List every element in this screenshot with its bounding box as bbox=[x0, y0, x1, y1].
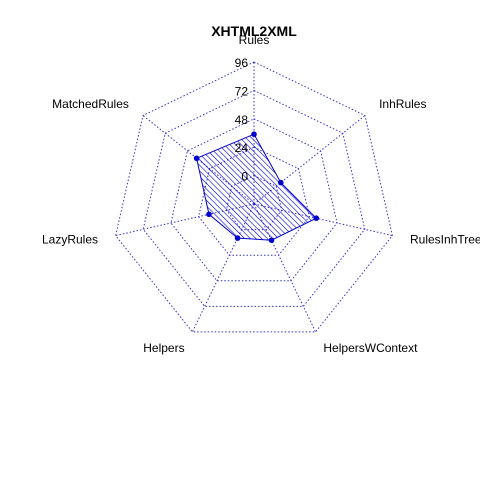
axis-label-helperswcontext: HelpersWContext bbox=[323, 341, 418, 355]
axis-label-rules: Rules bbox=[239, 33, 270, 47]
data-point-matchedrules bbox=[193, 155, 200, 162]
radial-tick-labels: 0 24 48 72 96 bbox=[235, 56, 249, 184]
tick-label: 72 bbox=[235, 84, 249, 98]
data-point-lazyrules bbox=[206, 211, 212, 218]
grid-ring bbox=[115, 61, 393, 333]
axis-labels: Rules InhRules RulesInhTrees HelpersWContex… bbox=[42, 33, 480, 355]
data-point-helpers bbox=[234, 235, 241, 241]
axis-label-matchedrules: MatchedRules bbox=[52, 97, 129, 111]
data-point-rulesinhtrees bbox=[313, 215, 320, 221]
data-area bbox=[196, 133, 318, 241]
data-point-rules bbox=[251, 131, 257, 137]
axis-label-lazyrules: LazyRules bbox=[42, 233, 98, 247]
axis-label-helpers: Helpers bbox=[143, 341, 184, 355]
data-point-inhrules bbox=[278, 179, 284, 186]
spoke bbox=[115, 203, 255, 237]
grid-ring bbox=[142, 89, 366, 307]
spoke bbox=[253, 203, 393, 237]
spoke bbox=[253, 203, 317, 333]
axis-label-rulesinhtrees: RulesInhTrees bbox=[410, 233, 480, 247]
data-series bbox=[193, 131, 320, 243]
tick-label: 24 bbox=[235, 141, 249, 155]
chart-title: XHTML2XML bbox=[211, 23, 297, 39]
spoke bbox=[191, 203, 255, 333]
grid-ring bbox=[170, 118, 338, 282]
spoke bbox=[253, 115, 366, 205]
tick-label: 96 bbox=[235, 56, 249, 70]
tick-label: 48 bbox=[235, 113, 249, 127]
data-point-helperswcontext bbox=[268, 237, 275, 243]
tick-label: 0 bbox=[241, 170, 248, 184]
axis-label-inhrules: InhRules bbox=[379, 97, 426, 111]
